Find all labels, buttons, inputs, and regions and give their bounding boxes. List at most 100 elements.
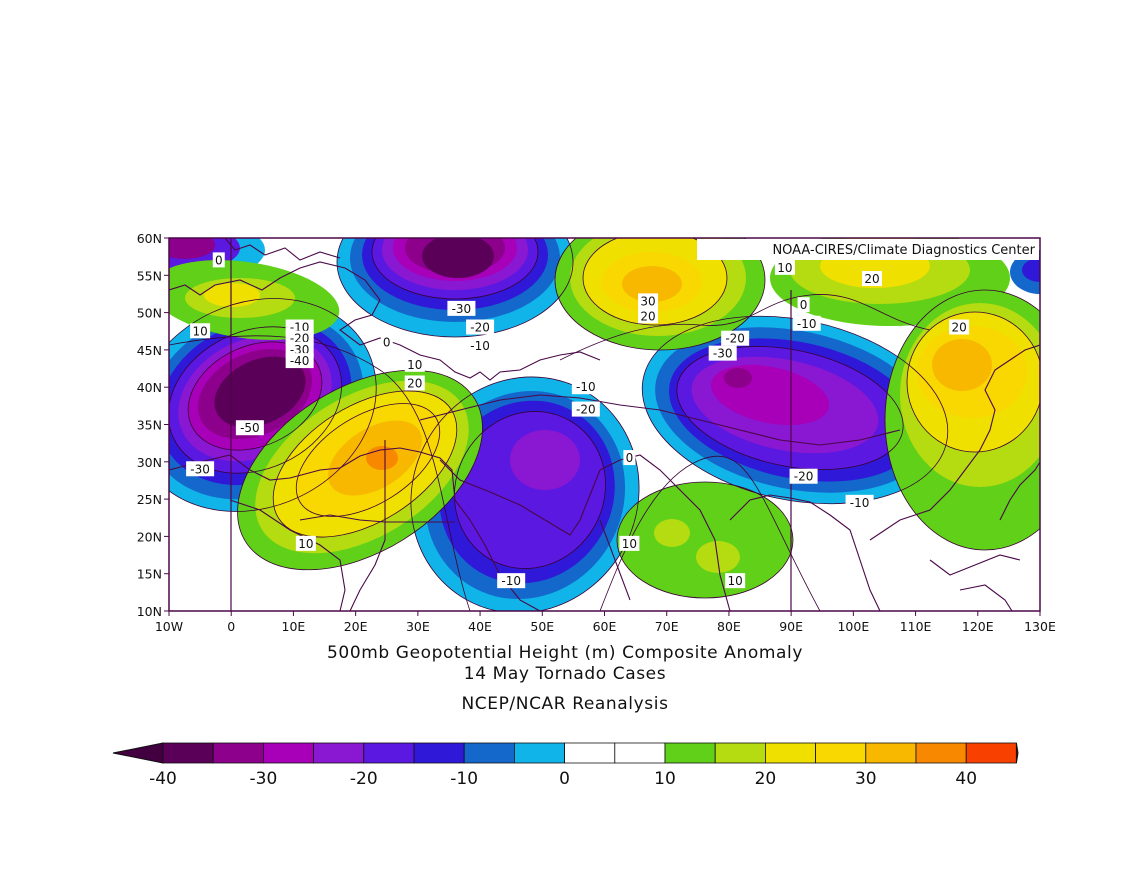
contour-label: -10: [845, 494, 874, 510]
low-north: [337, 238, 573, 337]
lon-tick-label: 0: [227, 619, 235, 634]
contour-label: 10: [190, 323, 211, 339]
map-frame: NOAA-CIRES/Climate Diagnostics Center 0 -…: [137, 231, 1056, 634]
svg-text:-10: -10: [576, 380, 596, 394]
svg-text:20: 20: [407, 376, 422, 390]
lat-tick-label: 60N: [137, 231, 162, 246]
lon-tick-label: 90E: [779, 619, 803, 634]
lon-tick-label: 30E: [406, 619, 430, 634]
colorbar-swatch: [514, 742, 566, 764]
svg-text:20: 20: [640, 309, 655, 323]
svg-text:0: 0: [215, 253, 223, 267]
anomaly-field: [169, 238, 1040, 611]
credit-box: NOAA-CIRES/Climate Diagnostics Center: [697, 239, 1039, 260]
svg-text:10: 10: [298, 537, 313, 551]
colorbar-swatch: [614, 742, 666, 764]
colorbar-tick-label: -20: [350, 769, 378, 789]
lat-tick-label: 15N: [137, 567, 162, 582]
colorbar-swatch: [212, 742, 264, 764]
colorbar-swatch: [262, 742, 314, 764]
colorbar-swatch: [413, 742, 465, 764]
colorbar-swatch: [313, 742, 365, 764]
lat-tick-label: 40N: [137, 380, 162, 395]
contour-label: 30: [638, 293, 659, 309]
contour-label: 0: [212, 252, 225, 268]
contour-label: 0: [623, 450, 636, 466]
colorbar-swatch: [915, 742, 967, 764]
latitude-axis: 60N 55N 50N 45N 40N 35N 30N 25N 20N 15N 10N: [137, 231, 169, 619]
svg-text:10: 10: [622, 537, 637, 551]
colorbar-tick-label: 20: [755, 769, 777, 789]
colorbar-tick-labels: -40 -30 -20 -10 0 10 20 30 40: [149, 769, 977, 789]
title-line-1: 500mb Geopotential Height (m) Composite …: [327, 643, 803, 663]
contour-label: 20: [404, 375, 425, 391]
lon-tick-label: 80E: [717, 619, 741, 634]
colorbar-tick-label: -40: [149, 769, 177, 789]
source-line: NCEP/NCAR Reanalysis: [461, 694, 669, 714]
contour-label: -20: [466, 319, 495, 335]
contour-label: 0: [380, 334, 393, 350]
lat-tick-label: 30N: [137, 455, 162, 470]
high-arabian-sea: [617, 482, 793, 598]
contour-label: -20: [571, 401, 600, 417]
svg-text:10: 10: [407, 358, 422, 372]
lon-tick-label: 130E: [1024, 619, 1056, 634]
colorbar-tick-label: 0: [559, 769, 570, 789]
svg-text:-20: -20: [725, 332, 745, 346]
colorbar-swatch: [463, 742, 515, 764]
contour-label: -30: [708, 345, 737, 361]
contour-label: -40: [285, 353, 314, 369]
contour-label: -30: [186, 461, 215, 477]
lat-tick-label: 10N: [137, 604, 162, 619]
svg-text:-10: -10: [501, 574, 521, 588]
contour-label: 10: [295, 535, 316, 551]
colorbar-tick-label: -10: [450, 769, 478, 789]
colorbar-swatch: [664, 742, 716, 764]
colorbar-swatch: [714, 742, 766, 764]
colorbar: [112, 742, 1019, 764]
lon-tick-label: 40E: [468, 619, 492, 634]
contour-label: 10: [774, 259, 795, 275]
colorbar-tick-label: 30: [855, 769, 877, 789]
lon-tick-label: 10W: [155, 619, 183, 634]
svg-text:-20: -20: [470, 321, 490, 335]
colorbar-swatch: [162, 742, 214, 764]
svg-text:-50: -50: [240, 421, 260, 435]
contour-label: 10: [404, 356, 425, 372]
lon-tick-label: 120E: [962, 619, 994, 634]
lon-tick-label: 50E: [530, 619, 554, 634]
svg-text:-10: -10: [797, 317, 817, 331]
lon-tick-label: 110E: [900, 619, 932, 634]
lat-tick-label: 20N: [137, 529, 162, 544]
contour-label: 20: [862, 271, 883, 287]
colorbar-swatch: [363, 742, 415, 764]
svg-text:0: 0: [626, 451, 634, 465]
contour-label: -20: [789, 468, 818, 484]
contour-label: -30: [447, 300, 476, 316]
svg-text:20: 20: [864, 272, 879, 286]
colorbar-tick-label: -30: [250, 769, 278, 789]
lat-tick-label: 25N: [137, 492, 162, 507]
svg-text:10: 10: [777, 261, 792, 275]
svg-text:10: 10: [192, 324, 207, 338]
credit-text: NOAA-CIRES/Climate Diagnostics Center: [772, 243, 1035, 258]
svg-text:-20: -20: [794, 470, 814, 484]
svg-text:-20: -20: [576, 403, 596, 417]
colorbar-swatch: [564, 742, 616, 764]
colorbar-over-arrow: [1015, 742, 1019, 764]
colorbar-swatch: [765, 742, 817, 764]
contour-label: -10: [497, 573, 526, 589]
lon-tick-label: 60E: [593, 619, 617, 634]
svg-text:-10: -10: [470, 339, 490, 353]
colorbar-swatch: [965, 742, 1017, 764]
contour-label: 10: [725, 573, 746, 589]
contour-label: -10: [571, 379, 600, 395]
contour-label: 10: [619, 535, 640, 551]
svg-text:10: 10: [728, 574, 743, 588]
contour-label: 0: [797, 297, 810, 313]
svg-text:-30: -30: [713, 347, 733, 361]
colorbar-under-arrow: [112, 742, 164, 764]
lat-tick-label: 50N: [137, 306, 162, 321]
svg-text:-30: -30: [452, 302, 472, 316]
colorbar-tick-label: 10: [654, 769, 676, 789]
